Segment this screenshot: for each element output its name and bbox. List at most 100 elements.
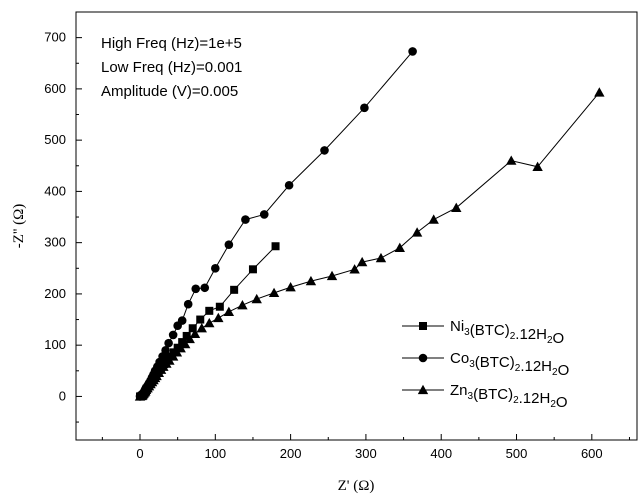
data-point-triangle xyxy=(506,155,517,165)
legend-text-part: Ni xyxy=(450,318,464,335)
data-point-triangle xyxy=(223,306,235,317)
data-point-circle xyxy=(200,283,210,293)
series-layer xyxy=(134,47,605,401)
legend-text-part: O xyxy=(553,330,565,347)
data-point-triangle xyxy=(184,333,195,344)
x-tick-label: 500 xyxy=(506,446,528,461)
x-tick-label: 0 xyxy=(136,446,143,461)
legend-marker-square xyxy=(419,322,427,330)
annotation-block: High Freq (Hz)=1e+5 Low Freq (Hz)=0.001 … xyxy=(101,35,242,100)
data-point-circle xyxy=(183,299,193,309)
x-tick-label: 300 xyxy=(355,446,377,461)
y-tick-label: 300 xyxy=(44,235,66,250)
data-point-triangle xyxy=(451,202,462,212)
data-point-square xyxy=(230,285,239,294)
series-triangle xyxy=(134,87,605,401)
data-point-square xyxy=(182,331,191,340)
data-point-triangle xyxy=(394,242,405,252)
data-point-triangle xyxy=(375,252,387,263)
data-point-circle xyxy=(284,180,294,190)
legend-item: Co3(BTC)2.12H2O xyxy=(402,350,569,379)
data-point-square xyxy=(178,338,187,347)
y-axis-title: -Z'' (Ω) xyxy=(11,204,27,248)
data-point-circle xyxy=(241,215,250,224)
data-point-circle xyxy=(191,284,201,294)
legend-text-part: O xyxy=(558,362,570,379)
data-point-triangle xyxy=(237,299,248,310)
data-point-square xyxy=(188,324,197,333)
data-point-square xyxy=(173,343,182,352)
legend-subscript: 2 xyxy=(550,399,556,410)
x-axis-ticks: 0 100 200 300 400 500 600 xyxy=(101,434,630,461)
legend-text-part: .12H xyxy=(515,326,547,343)
legend-text-part: .12H xyxy=(519,390,551,407)
data-point-triangle xyxy=(594,87,605,97)
data-point-circle xyxy=(360,103,369,113)
x-tick-label: 100 xyxy=(204,446,226,461)
legend-item: Ni3(BTC)2.12H2O xyxy=(402,318,564,347)
legend-item: Zn3(BTC)2.12H2O xyxy=(402,382,568,411)
y-tick-label: 600 xyxy=(44,81,66,96)
data-point-circle xyxy=(177,316,187,325)
legend-subscript: 2 xyxy=(510,331,516,342)
data-point-triangle xyxy=(428,214,439,224)
data-point-triangle xyxy=(326,270,338,281)
annotation-amplitude: Amplitude (V)=0.005 xyxy=(101,83,238,100)
data-point-triangle xyxy=(189,328,201,339)
x-axis-title: Z' (Ω) xyxy=(338,478,375,494)
y-tick-label: 200 xyxy=(44,286,66,301)
annotation-low-freq: Low Freq (Hz)=0.001 xyxy=(101,59,242,76)
data-point-triangle xyxy=(204,317,215,328)
data-point-square xyxy=(196,315,205,324)
data-point-square xyxy=(166,352,175,361)
legend: Ni3(BTC)2.12H2OCo3(BTC)2.12H2OZn3(BTC)2.… xyxy=(402,318,569,411)
data-point-square xyxy=(205,306,214,315)
data-point-square xyxy=(271,242,280,251)
data-point-triangle xyxy=(179,338,191,349)
y-tick-label: 400 xyxy=(44,183,66,198)
data-point-triangle xyxy=(411,227,423,237)
data-point-circle xyxy=(408,47,417,56)
y-tick-label: 500 xyxy=(44,132,66,147)
x-tick-label: 600 xyxy=(581,446,603,461)
legend-subscript: 2 xyxy=(515,363,521,374)
legend-subscript: 2 xyxy=(547,335,553,346)
data-point-triangle xyxy=(213,312,224,323)
data-point-circle xyxy=(161,345,170,355)
x-tick-label: 200 xyxy=(280,446,302,461)
legend-label: Co3(BTC)2.12H2O xyxy=(450,350,569,379)
data-point-square xyxy=(215,302,224,311)
y-axis-ticks: 0 100 200 300 400 500 600 700 xyxy=(44,11,82,423)
data-point-triangle xyxy=(532,161,543,171)
data-point-square xyxy=(169,348,178,357)
legend-subscript: 2 xyxy=(552,367,558,378)
y-tick-label: 0 xyxy=(59,388,66,403)
data-point-circle xyxy=(164,338,173,348)
legend-marker-circle xyxy=(418,353,428,363)
legend-label: Zn3(BTC)2.12H2O xyxy=(450,382,568,411)
legend-text-part: (BTC) xyxy=(473,386,513,403)
data-point-circle xyxy=(211,263,220,273)
data-point-triangle xyxy=(305,275,317,286)
data-point-triangle xyxy=(356,256,368,267)
x-tick-label: 400 xyxy=(430,446,452,461)
plot-frame xyxy=(75,11,638,441)
legend-subscript: 3 xyxy=(468,391,474,402)
data-point-triangle xyxy=(251,293,262,304)
legend-marker-triangle xyxy=(417,384,429,395)
data-point-triangle xyxy=(349,264,360,274)
legend-text-part: Zn xyxy=(450,382,468,399)
legend-text-part: O xyxy=(556,394,568,411)
annotation-high-freq: High Freq (Hz)=1e+5 xyxy=(101,35,242,52)
legend-label: Ni3(BTC)2.12H2O xyxy=(450,318,564,347)
data-point-square xyxy=(248,265,257,274)
series-line xyxy=(139,92,600,397)
data-point-circle xyxy=(224,240,234,250)
legend-text-part: Co xyxy=(450,350,469,367)
legend-subscript: 2 xyxy=(513,395,519,406)
data-point-circle xyxy=(259,210,269,219)
legend-text-part: .12H xyxy=(520,358,552,375)
legend-subscript: 3 xyxy=(464,327,470,338)
data-point-circle xyxy=(320,146,329,155)
